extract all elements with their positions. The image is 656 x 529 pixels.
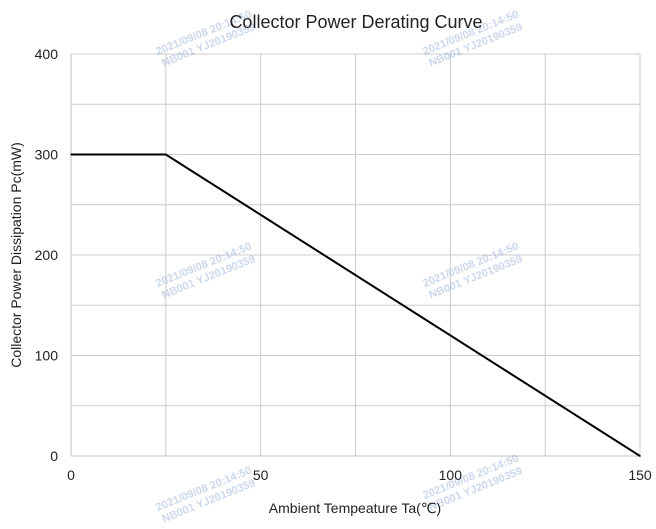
series-point: [70, 153, 72, 156]
tick-layer: 0 50 100 150 0 100 200 300 400: [35, 46, 652, 483]
y-axis-label: Collector Power Dissipation Pc(mW): [8, 142, 24, 368]
series-point: [639, 455, 641, 457]
x-tick-label: 100: [439, 467, 463, 483]
x-tick-label: 0: [67, 467, 75, 483]
y-tick-label: 100: [35, 348, 59, 364]
grid-layer: [70, 53, 641, 457]
x-tick-label: 50: [253, 467, 269, 483]
y-tick-label: 400: [35, 46, 59, 62]
x-axis-label: Ambient Tempeature Ta(℃): [269, 500, 441, 516]
x-tick-label: 150: [628, 467, 652, 483]
y-tick-label: 200: [35, 247, 59, 263]
series-layer: [70, 153, 641, 457]
y-tick-label: 300: [35, 147, 59, 163]
chart-title: Collector Power Derating Curve: [229, 12, 482, 32]
series-point: [165, 153, 167, 156]
y-tick-label: 0: [50, 448, 58, 464]
